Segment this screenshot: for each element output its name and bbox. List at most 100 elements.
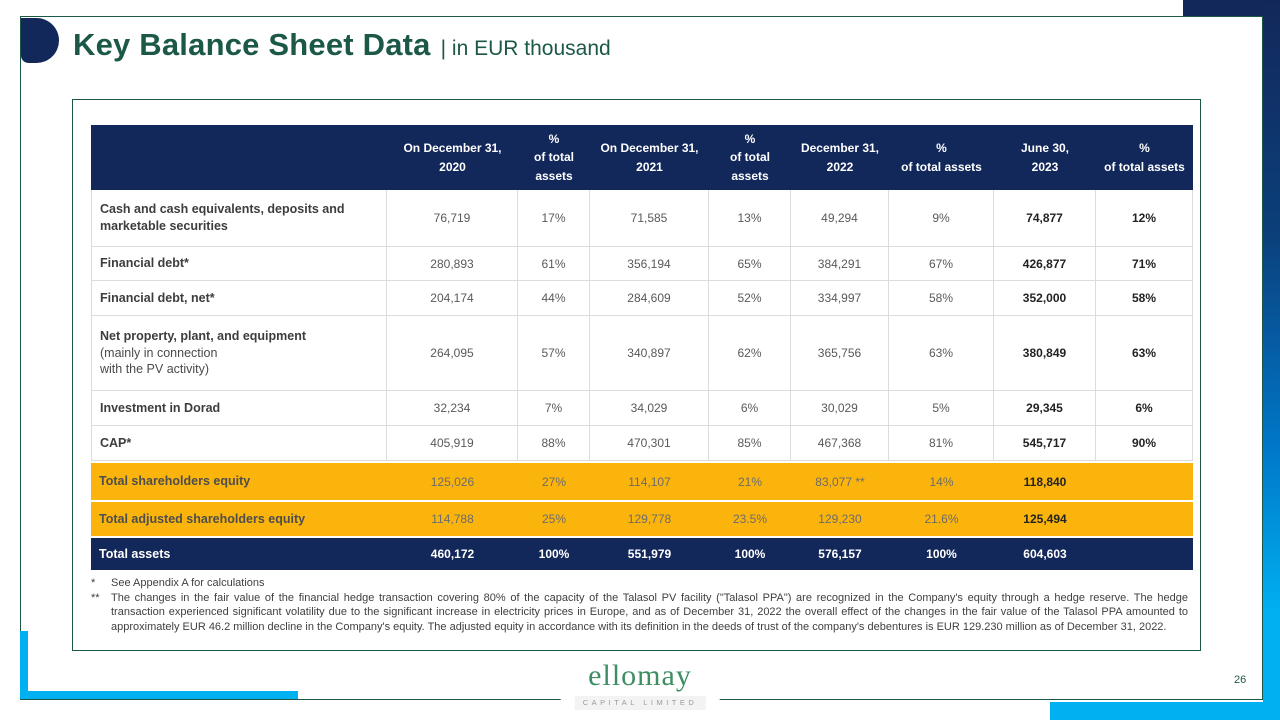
bottom-left-vertical-bar: [20, 631, 28, 699]
column-header-pct-2022: % of total assets: [889, 125, 994, 190]
cell: 58%: [1096, 281, 1193, 316]
cell: 9%: [889, 190, 994, 247]
cell: 467,368: [791, 426, 889, 461]
cell: 85%: [709, 426, 791, 461]
column-header-blank: [91, 125, 387, 190]
cell: 13%: [709, 190, 791, 247]
cell: 21%: [709, 461, 791, 500]
table-row-cap: CAP* 405,919 88% 470,301 85% 467,368 81%…: [91, 426, 1193, 461]
cell: 74,877: [994, 190, 1096, 247]
footnote-text: See Appendix A for calculations: [111, 577, 265, 589]
cell: 576,157: [791, 536, 889, 570]
cell: 340,897: [590, 316, 709, 391]
cell: 5%: [889, 391, 994, 426]
table-header-row: On December 31, 2020 % of total assets O…: [91, 125, 1193, 190]
cell: 32,234: [387, 391, 518, 426]
cell: 30,029: [791, 391, 889, 426]
cell: 280,893: [387, 247, 518, 281]
cell: 44%: [518, 281, 590, 316]
cell: 58%: [889, 281, 994, 316]
cell: 76,719: [387, 190, 518, 247]
cell: 118,840: [994, 461, 1096, 500]
cell: 129,778: [590, 500, 709, 536]
cell: 365,756: [791, 316, 889, 391]
column-header-pct-2023: % of total assets: [1096, 125, 1193, 190]
cell: 17%: [518, 190, 590, 247]
cell: 29,345: [994, 391, 1096, 426]
row-label: Total adjusted shareholders equity: [91, 500, 387, 536]
cell: 81%: [889, 426, 994, 461]
table-row-investment-dorad: Investment in Dorad 32,234 7% 34,029 6% …: [91, 391, 1193, 426]
logo-tagline: CAPITAL LIMITED: [574, 695, 706, 710]
cell: 14%: [889, 461, 994, 500]
table-row-net-ppe: Net property, plant, and equipment (main…: [91, 316, 1193, 391]
cell: 7%: [518, 391, 590, 426]
footnotes: * See Appendix A for calculations ** The…: [89, 576, 1188, 634]
table-row-total-assets: Total assets 460,172 100% 551,979 100% 5…: [91, 536, 1193, 570]
row-label: Total assets: [91, 536, 387, 570]
slide-header: Key Balance Sheet Data | in EUR thousand: [73, 27, 611, 63]
cell: 129,230: [791, 500, 889, 536]
footnote-appendix: * See Appendix A for calculations: [89, 576, 1188, 591]
cell: 384,291: [791, 247, 889, 281]
cell: 125,494: [994, 500, 1096, 536]
row-label: Net property, plant, and equipment (main…: [91, 316, 387, 391]
top-right-navy-bar: [1183, 0, 1280, 16]
table-row-cash: Cash and cash equivalents, deposits and …: [91, 190, 1193, 247]
cell: [1096, 461, 1193, 500]
cell: 34,029: [590, 391, 709, 426]
cell: 27%: [518, 461, 590, 500]
row-label: Cash and cash equivalents, deposits and …: [91, 190, 387, 247]
cell: [1096, 500, 1193, 536]
row-label: Investment in Dorad: [91, 391, 387, 426]
cell: 284,609: [590, 281, 709, 316]
row-label: Financial debt, net*: [91, 281, 387, 316]
cell: 460,172: [387, 536, 518, 570]
table-row-total-shareholders-equity: Total shareholders equity 125,026 27% 11…: [91, 461, 1193, 500]
cell: [1096, 536, 1193, 570]
cell: 63%: [1096, 316, 1193, 391]
cell: 100%: [518, 536, 590, 570]
footnote-marker: **: [91, 591, 100, 604]
table-row-financial-debt: Financial debt* 280,893 61% 356,194 65% …: [91, 247, 1193, 281]
logo-wordmark: ellomay: [588, 659, 692, 692]
table-panel: On December 31, 2020 % of total assets O…: [72, 99, 1201, 651]
cell: 380,849: [994, 316, 1096, 391]
cell: 114,107: [590, 461, 709, 500]
cell: 88%: [518, 426, 590, 461]
cell: 604,603: [994, 536, 1096, 570]
cell: 334,997: [791, 281, 889, 316]
footnote-hedge: ** The changes in the fair value of the …: [89, 591, 1188, 635]
cell: 125,026: [387, 461, 518, 500]
cell: 49,294: [791, 190, 889, 247]
cell: 114,788: [387, 500, 518, 536]
cell: 356,194: [590, 247, 709, 281]
footnote-text: The changes in the fair value of the fin…: [111, 591, 1188, 633]
title-accent-shape: [21, 18, 59, 63]
row-label-main: Net property, plant, and equipment: [100, 328, 307, 343]
cell: 204,174: [387, 281, 518, 316]
footnote-marker: *: [91, 577, 96, 589]
cell: 352,000: [994, 281, 1096, 316]
cell: 63%: [889, 316, 994, 391]
row-label: Total shareholders equity: [91, 461, 387, 500]
cell: 426,877: [994, 247, 1096, 281]
cell: 71,585: [590, 190, 709, 247]
balance-sheet-table: On December 31, 2020 % of total assets O…: [91, 125, 1193, 570]
cell: 470,301: [590, 426, 709, 461]
bottom-left-horizontal-bar: [20, 691, 298, 699]
row-label-sub: (mainly in connection with the PV activi…: [100, 345, 218, 377]
cell: 61%: [518, 247, 590, 281]
cell: 6%: [709, 391, 791, 426]
row-label: Financial debt*: [91, 247, 387, 281]
page-title: Key Balance Sheet Data: [73, 27, 431, 62]
bottom-right-cyan-bar: [1050, 702, 1280, 720]
cell: 65%: [709, 247, 791, 281]
cell: 100%: [709, 536, 791, 570]
cell: 545,717: [994, 426, 1096, 461]
cell: 83,077 **: [791, 461, 889, 500]
column-header-dec-2020: On December 31, 2020: [387, 125, 518, 190]
cell: 62%: [709, 316, 791, 391]
cell: 23.5%: [709, 500, 791, 536]
cell: 12%: [1096, 190, 1193, 247]
